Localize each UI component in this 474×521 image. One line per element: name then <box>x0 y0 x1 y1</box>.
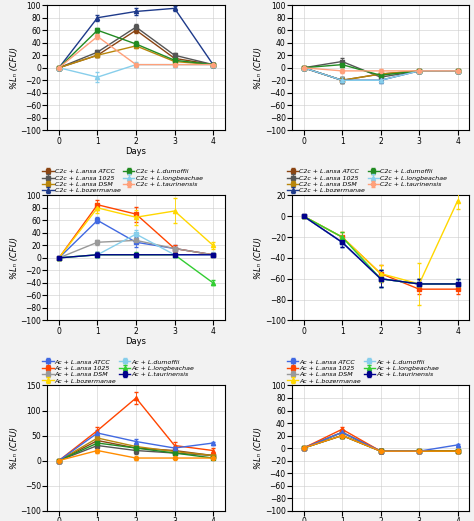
Text: (d): (d) <box>373 199 389 209</box>
Text: (e): (e) <box>373 389 389 399</box>
Y-axis label: %Lₙ (CFU): %Lₙ (CFU) <box>255 47 264 89</box>
Legend: Ac + L.ansa ATCC, Ac + L.ansa 1025, Ac + L.ansa DSM, Ac + L.bozermanae, Ac + L.d: Ac + L.ansa ATCC, Ac + L.ansa 1025, Ac +… <box>286 358 440 384</box>
Legend: C2c + L.ansa ATCC, C2c + L.ansa 1025, C2c + L.ansa DSM, C2c + L.bozermanae, C2c : C2c + L.ansa ATCC, C2c + L.ansa 1025, C2… <box>286 168 448 194</box>
Text: (b): (b) <box>128 389 144 399</box>
X-axis label: Days: Days <box>126 337 146 346</box>
Y-axis label: %Lₙ (CFU): %Lₙ (CFU) <box>255 427 264 469</box>
Y-axis label: %Lₙ (CFU): %Lₙ (CFU) <box>10 237 19 279</box>
Y-axis label: %Lₙ (CFU): %Lₙ (CFU) <box>10 427 19 469</box>
X-axis label: Days: Days <box>126 147 146 156</box>
Text: (a): (a) <box>128 199 144 209</box>
Y-axis label: %Lₙ (CFU): %Lₙ (CFU) <box>255 237 264 279</box>
Legend: C2c + L.ansa ATCC, C2c + L.ansa 1025, C2c + L.ansa DSM, C2c + L.bozermanae, C2c : C2c + L.ansa ATCC, C2c + L.ansa 1025, C2… <box>42 168 203 194</box>
Y-axis label: %Lₙ (CFU): %Lₙ (CFU) <box>10 47 19 89</box>
Legend: Ac + L.ansa ATCC, Ac + L.ansa 1025, Ac + L.ansa DSM, Ac + L.bozermanae, Ac + L.d: Ac + L.ansa ATCC, Ac + L.ansa 1025, Ac +… <box>42 358 195 384</box>
